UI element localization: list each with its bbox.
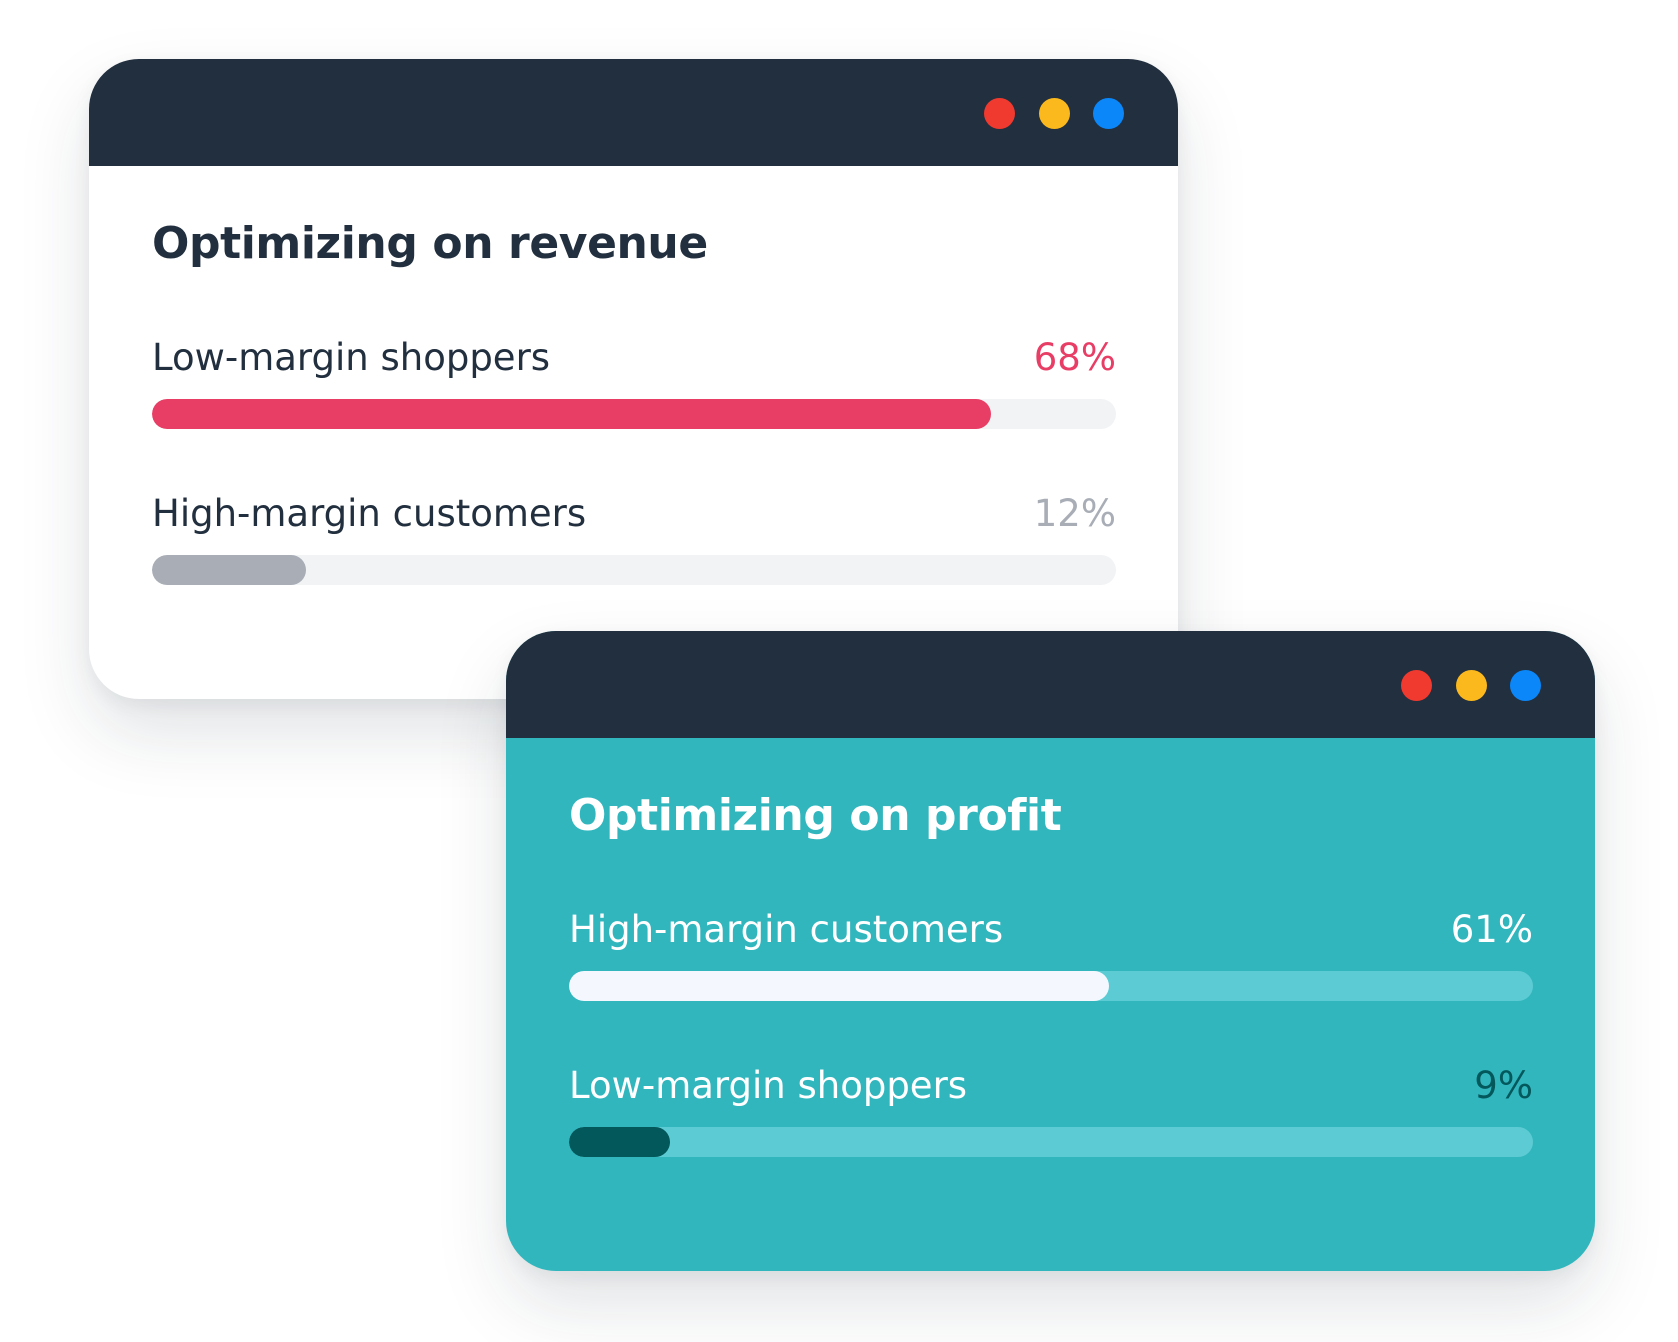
profit-row-low-margin-shoppers: Low-margin shoppers 9% (569, 1064, 1533, 1166)
profit-window: Optimizing on profit High-margin custome… (506, 631, 1595, 1271)
progress-fill (569, 971, 1109, 1001)
minimize-dot-icon[interactable] (1456, 670, 1487, 701)
revenue-row-high-margin-customers: High-margin customers 12% (152, 492, 1116, 594)
maximize-dot-icon[interactable] (1510, 670, 1541, 701)
progress-track (152, 555, 1116, 585)
minimize-dot-icon[interactable] (1039, 98, 1070, 129)
revenue-window-title: Optimizing on revenue (152, 218, 708, 269)
maximize-dot-icon[interactable] (1093, 98, 1124, 129)
row-percentage: 61% (1450, 908, 1533, 951)
progress-fill (152, 399, 991, 429)
progress-track (569, 971, 1533, 1001)
revenue-window: Optimizing on revenue Low-margin shopper… (89, 59, 1178, 699)
progress-fill (569, 1127, 671, 1157)
progress-track (569, 1127, 1533, 1157)
progress-fill (152, 555, 307, 585)
row-percentage: 9% (1474, 1064, 1533, 1107)
revenue-window-titlebar (89, 59, 1178, 166)
profit-window-titlebar (506, 631, 1595, 738)
row-label: High-margin customers (569, 908, 1004, 951)
revenue-row-low-margin-shoppers: Low-margin shoppers 68% (152, 336, 1116, 438)
row-percentage: 68% (1033, 336, 1116, 379)
close-dot-icon[interactable] (984, 98, 1015, 129)
row-percentage: 12% (1033, 492, 1116, 535)
row-label: High-margin customers (152, 492, 587, 535)
close-dot-icon[interactable] (1401, 670, 1432, 701)
progress-track (152, 399, 1116, 429)
row-label: Low-margin shoppers (569, 1064, 968, 1107)
profit-row-high-margin-customers: High-margin customers 61% (569, 908, 1533, 1010)
profit-window-title: Optimizing on profit (569, 790, 1062, 841)
row-label: Low-margin shoppers (152, 336, 551, 379)
